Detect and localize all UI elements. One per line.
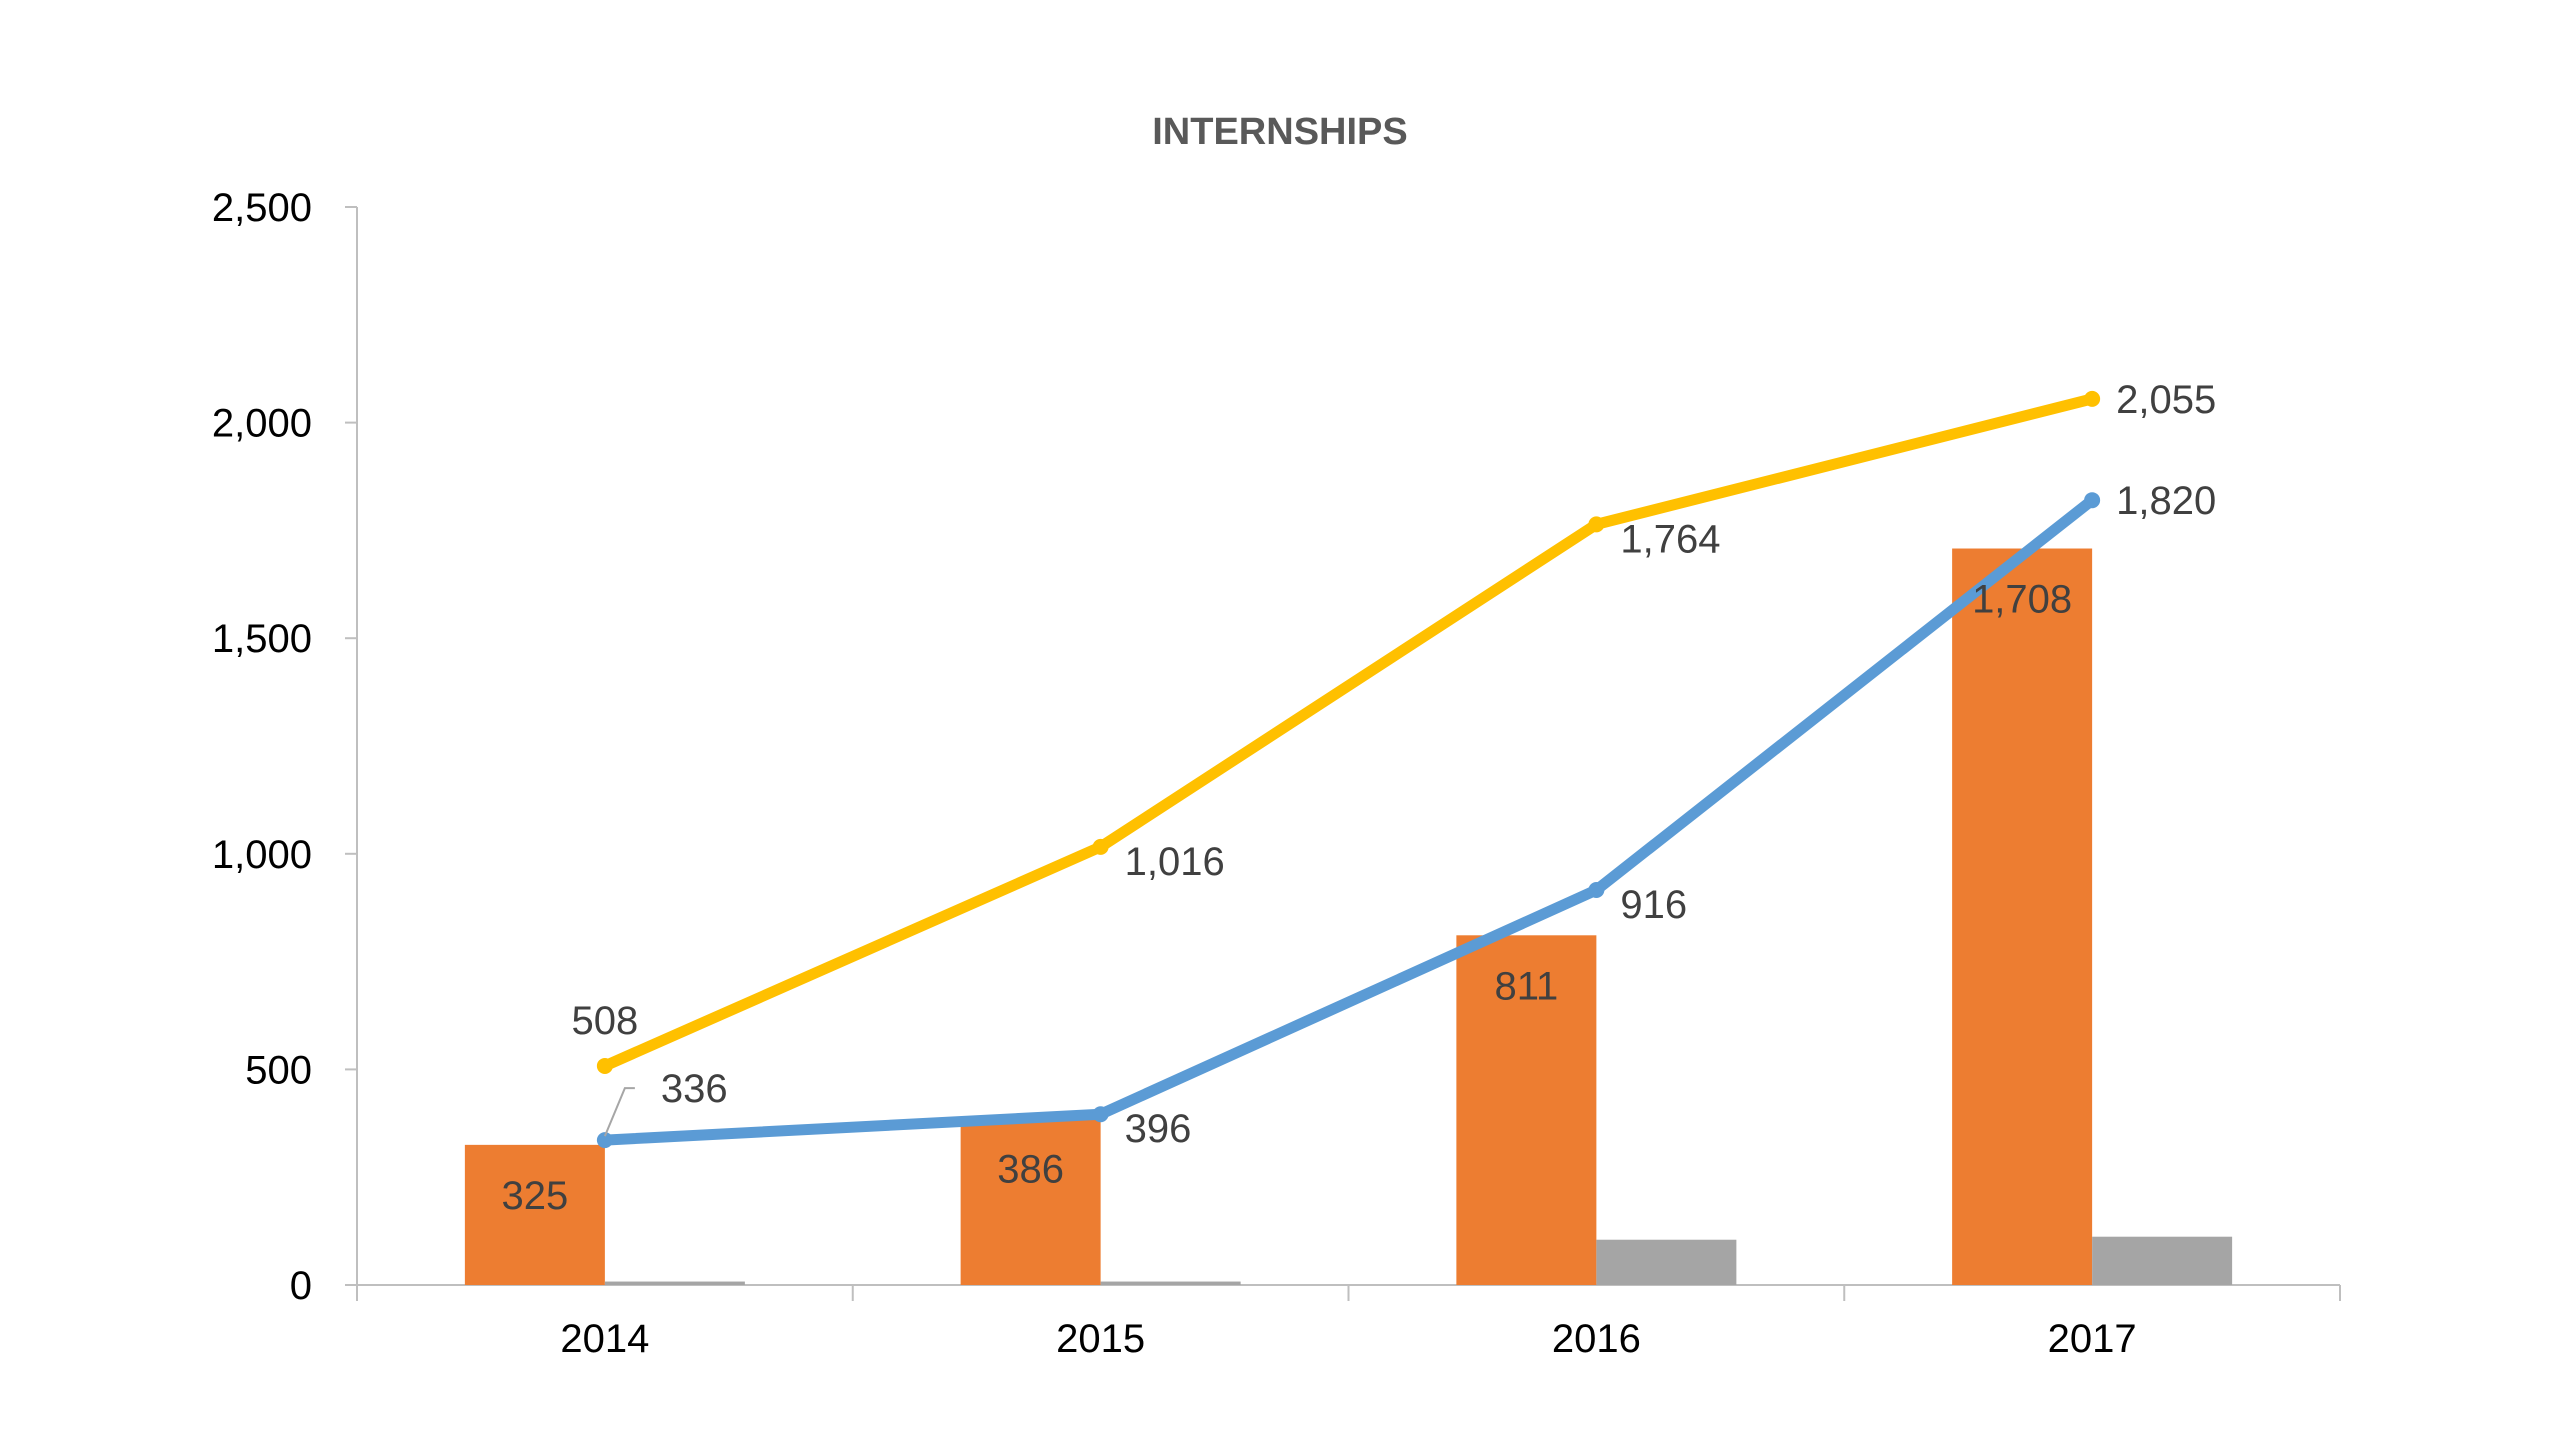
line-point-1-2016 xyxy=(1588,882,1605,899)
line-point-2-2015 xyxy=(1092,838,1109,855)
y-tick-label: 1,000 xyxy=(212,833,312,877)
bar-1-2014 xyxy=(464,1144,605,1285)
bars xyxy=(464,548,2233,1285)
line-data-label: 508 xyxy=(572,999,639,1043)
y-tick-label: 2,500 xyxy=(212,186,312,230)
line-point-2-2017 xyxy=(2084,390,2101,407)
line-series-2 xyxy=(599,393,2098,1072)
line-point-1-2015 xyxy=(1092,1106,1109,1123)
lines xyxy=(596,390,2101,1149)
leader-line xyxy=(603,1087,635,1137)
bar-data-label: 325 xyxy=(502,1174,569,1218)
line-data-label: 1,764 xyxy=(1620,517,1720,561)
y-tick-label: 0 xyxy=(290,1264,312,1308)
line-series-1 xyxy=(599,494,2098,1146)
y-tick-label: 2,000 xyxy=(212,402,312,446)
data-labels: 325 386 811 1,708 336 396 916 1,820 508 1,016 1,76… xyxy=(502,378,2217,1218)
line-point-1-2014 xyxy=(596,1132,613,1149)
x-tick-label: 2015 xyxy=(1056,1317,1145,1361)
line-point-2-2016 xyxy=(1588,516,1605,533)
line-data-label: 2,055 xyxy=(2116,378,2216,422)
bar-1-2015 xyxy=(960,1118,1101,1285)
bar-2-2015 xyxy=(1100,1281,1241,1285)
line-point-2-2014 xyxy=(596,1057,613,1074)
line-point-1-2017 xyxy=(2084,492,2101,509)
x-tick-label: 2016 xyxy=(1552,1317,1641,1361)
line-data-label: 1,820 xyxy=(2116,479,2216,523)
chart-title: INTERNSHIPS xyxy=(1152,111,1407,153)
y-tick-label: 500 xyxy=(245,1048,312,1092)
bar-2-2017 xyxy=(2092,1236,2233,1285)
bar-1-2017 xyxy=(1952,548,2093,1285)
line-data-label: 916 xyxy=(1620,883,1687,927)
bar-2-2014 xyxy=(604,1281,745,1285)
line-data-label: 396 xyxy=(1125,1107,1192,1151)
bar-data-label: 1,708 xyxy=(1972,578,2072,622)
bar-data-label: 386 xyxy=(997,1148,1064,1192)
bar-1-2016 xyxy=(1456,935,1597,1285)
x-tick-label: 2017 xyxy=(2048,1317,2137,1361)
bar-2-2016 xyxy=(1596,1239,1737,1285)
line-data-label: 336 xyxy=(661,1067,728,1111)
x-tick-label: 2014 xyxy=(560,1317,649,1361)
line-data-label: 1,016 xyxy=(1125,840,1225,884)
y-tick-label: 1,500 xyxy=(212,617,312,661)
bar-data-label: 811 xyxy=(1494,964,1558,1008)
